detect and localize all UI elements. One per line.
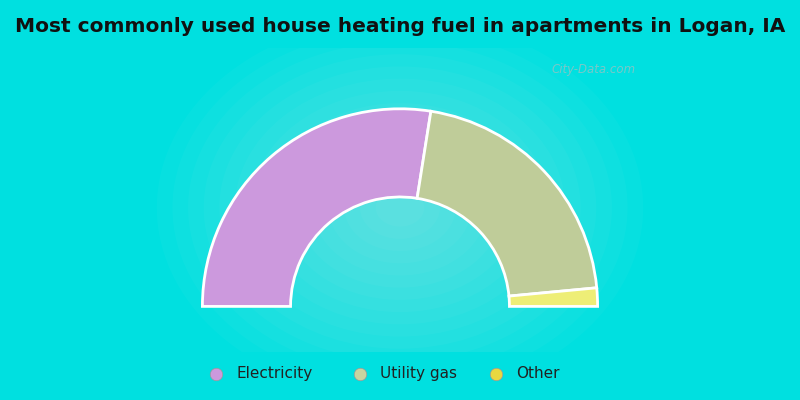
Text: Other: Other bbox=[516, 366, 559, 381]
Wedge shape bbox=[509, 288, 598, 306]
Wedge shape bbox=[202, 109, 431, 306]
Text: Electricity: Electricity bbox=[236, 366, 312, 381]
Text: Utility gas: Utility gas bbox=[380, 366, 457, 381]
Wedge shape bbox=[417, 111, 597, 296]
Text: City-Data.com: City-Data.com bbox=[551, 63, 636, 76]
Text: Most commonly used house heating fuel in apartments in Logan, IA: Most commonly used house heating fuel in… bbox=[15, 16, 785, 36]
